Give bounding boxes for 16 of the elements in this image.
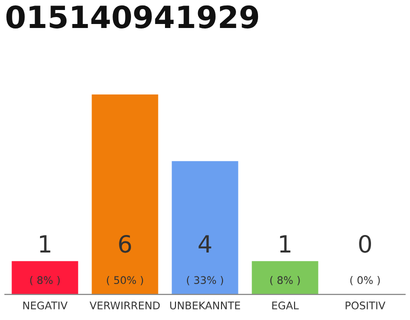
x-tick-label: VERWIRREND [90, 302, 160, 310]
data-label: 0 [359, 234, 372, 253]
x-tick-label: UNBEKANNTE [170, 302, 240, 310]
x-tick-label: POSITIV [346, 302, 386, 310]
data-label: 4 [198, 235, 212, 252]
data-label: 6 [119, 234, 131, 253]
annotation: ( 8% ) [270, 276, 300, 286]
annotation: ( 50% ) [106, 276, 144, 286]
data-label: 1 [40, 235, 50, 252]
annotation: ( 0% ) [350, 276, 380, 286]
annotation: ( 8% ) [30, 276, 60, 286]
data-label: 1 [280, 235, 290, 252]
annotation: ( 33% ) [186, 276, 224, 286]
chart-title: 015140941929 [6, 5, 258, 28]
x-tick-label: EGAL [272, 302, 299, 310]
x-tick-label: NEGATIV [23, 302, 68, 310]
